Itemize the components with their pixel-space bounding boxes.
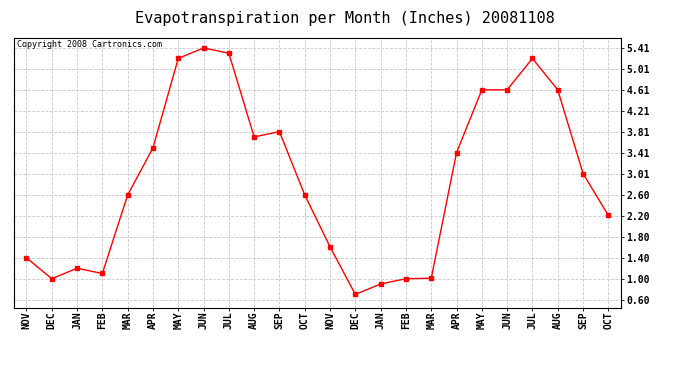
Text: Copyright 2008 Cartronics.com: Copyright 2008 Cartronics.com	[17, 40, 162, 49]
Text: Evapotranspiration per Month (Inches) 20081108: Evapotranspiration per Month (Inches) 20…	[135, 11, 555, 26]
